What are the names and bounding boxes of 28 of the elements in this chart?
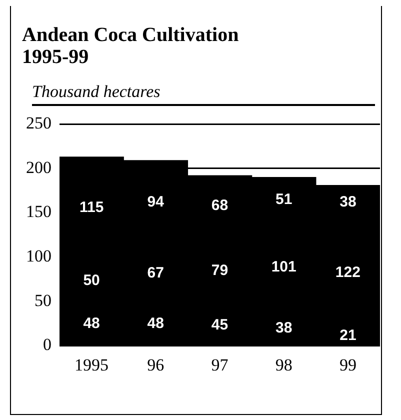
data-label: 68	[211, 196, 228, 214]
data-label: 50	[83, 272, 100, 290]
data-label: 115	[79, 199, 104, 216]
y-tick-label: 150	[26, 202, 52, 222]
y-tick-label: 200	[26, 158, 52, 177]
data-label: 67	[147, 264, 164, 282]
x-tick-label: 97	[211, 355, 229, 374]
data-label: 38	[340, 193, 356, 210]
x-tick-label: 96	[147, 355, 164, 374]
data-label: 122	[335, 264, 360, 282]
x-tick-label: 99	[339, 355, 356, 374]
data-label: 101	[271, 258, 296, 276]
x-tick-label: 1995	[74, 355, 109, 374]
y-tick-label: 250	[26, 114, 52, 133]
y-tick-label: 0	[43, 335, 52, 354]
data-label: 79	[211, 262, 228, 279]
data-label: 45	[211, 316, 228, 334]
chart-title: Andean Coca Cultivation 1995-99	[22, 24, 240, 68]
data-label: 48	[83, 315, 100, 332]
data-label: 21	[340, 327, 356, 344]
y-tick-label: 50	[34, 290, 52, 310]
data-label: 94	[147, 193, 165, 210]
y-tick-label: 100	[26, 246, 52, 266]
data-label: 51	[276, 191, 292, 208]
data-label: 48	[147, 315, 164, 332]
data-label: 38	[276, 320, 292, 337]
y-axis-title: Thousand hectares	[32, 82, 160, 102]
x-tick-label: 98	[275, 355, 292, 374]
